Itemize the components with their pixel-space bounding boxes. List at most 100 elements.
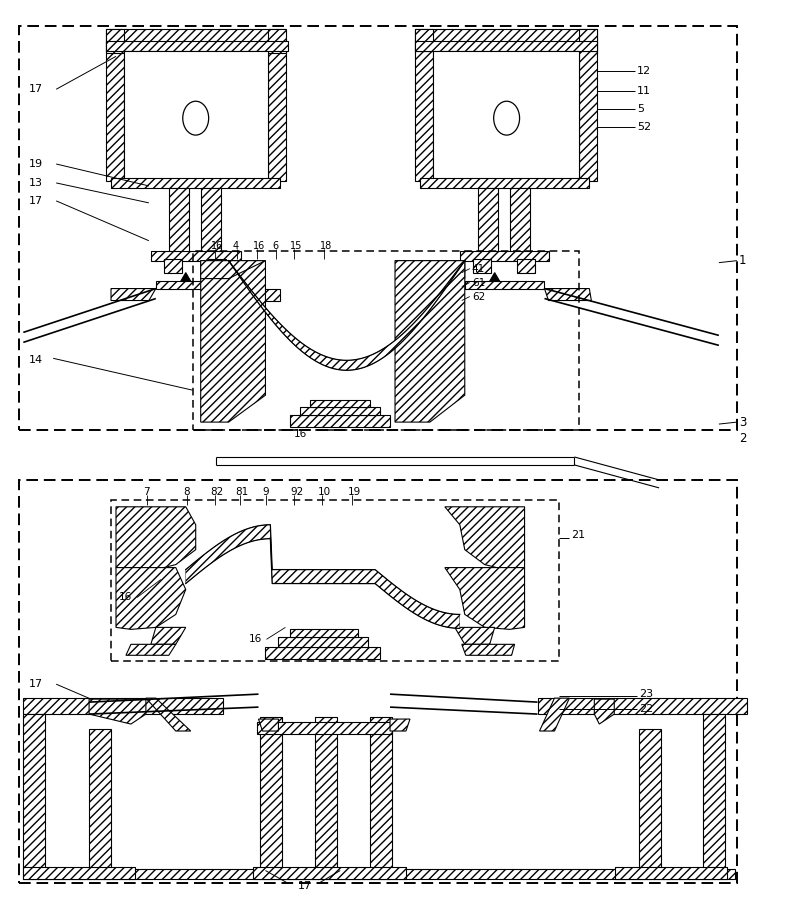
Text: 5: 5 — [637, 104, 644, 114]
Text: 12: 12 — [637, 67, 651, 76]
Bar — [23, 714, 46, 868]
Bar — [370, 717, 392, 731]
Text: 17: 17 — [30, 85, 43, 94]
Text: 82: 82 — [210, 487, 224, 497]
Bar — [433, 51, 579, 181]
Bar — [300, 407, 380, 415]
Bar — [253, 867, 406, 878]
Bar — [89, 729, 111, 868]
Bar — [538, 698, 746, 714]
Polygon shape — [126, 644, 176, 655]
Text: 16: 16 — [294, 429, 307, 439]
Text: 1: 1 — [739, 254, 746, 267]
Text: 17: 17 — [30, 196, 43, 206]
Polygon shape — [229, 261, 465, 370]
Bar — [420, 178, 590, 188]
Bar — [579, 30, 598, 53]
Bar — [473, 258, 490, 273]
Polygon shape — [455, 627, 494, 644]
Text: 8: 8 — [182, 487, 190, 497]
Bar — [415, 30, 598, 51]
Bar — [478, 188, 498, 253]
Polygon shape — [151, 627, 186, 644]
Bar — [111, 178, 281, 188]
Bar — [290, 415, 390, 428]
Text: 16: 16 — [210, 240, 223, 251]
Bar — [156, 281, 235, 289]
Text: 92: 92 — [290, 487, 304, 497]
Bar — [201, 188, 221, 253]
Bar — [310, 400, 370, 407]
Polygon shape — [445, 507, 525, 570]
Text: 10: 10 — [318, 487, 331, 497]
Bar — [415, 41, 598, 51]
Bar — [124, 51, 269, 181]
Polygon shape — [116, 507, 196, 570]
Polygon shape — [116, 568, 186, 629]
Text: 22: 22 — [639, 704, 654, 714]
Bar — [465, 281, 545, 289]
Bar — [615, 867, 727, 878]
Text: 21: 21 — [571, 530, 586, 540]
Polygon shape — [462, 644, 514, 655]
Bar — [415, 30, 433, 53]
Bar — [266, 647, 380, 660]
Bar — [208, 258, 226, 273]
Text: 16: 16 — [249, 634, 262, 644]
Polygon shape — [201, 261, 266, 422]
Bar — [106, 30, 124, 53]
Polygon shape — [539, 698, 570, 731]
Bar — [106, 51, 124, 181]
Polygon shape — [111, 289, 156, 301]
Bar — [261, 717, 282, 731]
Polygon shape — [395, 261, 465, 279]
Polygon shape — [488, 273, 502, 284]
Text: 13: 13 — [30, 178, 43, 188]
Ellipse shape — [494, 101, 519, 135]
Bar — [111, 500, 559, 662]
Bar — [106, 30, 286, 51]
Bar — [193, 251, 579, 430]
Bar — [460, 251, 550, 261]
Bar — [510, 188, 530, 253]
Text: 62: 62 — [472, 292, 485, 302]
Bar — [315, 717, 338, 731]
Text: 18: 18 — [320, 240, 333, 251]
Text: 81: 81 — [235, 487, 249, 497]
Polygon shape — [395, 261, 465, 422]
Bar — [23, 867, 135, 878]
Text: 52: 52 — [637, 122, 651, 132]
Ellipse shape — [182, 101, 209, 135]
Text: 23: 23 — [639, 689, 654, 699]
Text: 17: 17 — [298, 881, 312, 892]
Polygon shape — [390, 719, 410, 731]
Bar — [19, 480, 737, 884]
Bar — [315, 731, 338, 868]
Text: 15: 15 — [290, 240, 302, 251]
Polygon shape — [594, 699, 614, 724]
Polygon shape — [186, 525, 460, 628]
Bar — [269, 30, 286, 53]
Bar — [639, 729, 661, 868]
Text: 7: 7 — [143, 487, 150, 497]
Bar — [579, 51, 598, 181]
Polygon shape — [178, 273, 193, 284]
Bar — [290, 629, 358, 637]
Bar — [261, 731, 282, 868]
Text: 14: 14 — [30, 356, 43, 365]
Bar — [257, 722, 392, 734]
Bar — [269, 51, 286, 181]
Text: 19: 19 — [30, 159, 43, 169]
Bar — [278, 637, 368, 647]
Bar — [23, 868, 735, 878]
Text: 4: 4 — [233, 240, 238, 251]
Polygon shape — [89, 699, 146, 724]
Text: 19: 19 — [348, 487, 362, 497]
Polygon shape — [235, 289, 281, 301]
Polygon shape — [445, 568, 525, 629]
Bar — [415, 51, 433, 181]
Bar — [370, 731, 392, 868]
Text: 16: 16 — [119, 592, 132, 602]
Text: 16: 16 — [253, 240, 265, 251]
Bar — [169, 188, 189, 253]
